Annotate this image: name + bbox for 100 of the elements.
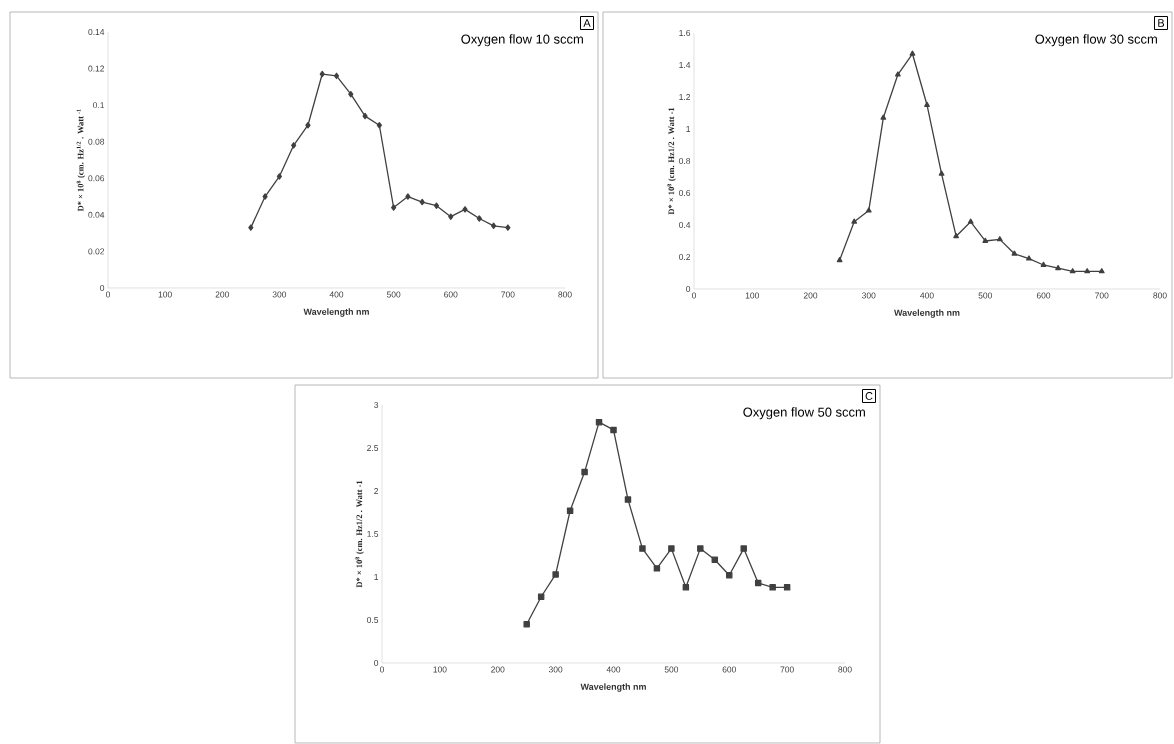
point xyxy=(938,170,945,176)
x-tick-label: 300 xyxy=(862,292,876,299)
x-tick-label: 200 xyxy=(491,666,505,673)
point xyxy=(769,584,776,591)
x-tick-label: 800 xyxy=(838,666,852,673)
chart-title: Oxygen flow 10 sccm xyxy=(461,34,583,47)
point xyxy=(419,198,425,206)
x-tick-label: 300 xyxy=(548,666,563,673)
point xyxy=(740,545,747,552)
point xyxy=(953,232,960,239)
y-tick-label: 2 xyxy=(374,488,379,494)
point xyxy=(319,70,325,78)
x-tick-label: 400 xyxy=(920,292,934,299)
point xyxy=(476,215,482,222)
point xyxy=(391,204,397,211)
point xyxy=(333,72,340,80)
y-tick-label: 1.5 xyxy=(367,531,379,537)
x-tick-label: 700 xyxy=(501,291,515,298)
chart-title: Oxygen flow 30 sccm xyxy=(1035,34,1157,47)
point xyxy=(248,224,254,231)
text: C xyxy=(865,392,873,400)
x-axis-title: Wavelength nm xyxy=(894,309,960,318)
y-tick-label: 1.4 xyxy=(679,62,691,68)
point xyxy=(1098,268,1105,274)
point xyxy=(537,593,545,600)
x-tick-label: 200 xyxy=(215,291,229,298)
point xyxy=(405,193,411,200)
x-tick-label: 700 xyxy=(1095,292,1109,299)
point xyxy=(491,222,497,230)
y-tick-label: 0 xyxy=(100,284,105,291)
y-tick-label: 0.8 xyxy=(679,157,691,164)
x-tick-label: 100 xyxy=(158,291,172,298)
point xyxy=(668,545,675,552)
point xyxy=(894,71,901,77)
x-axis-title: Wavelength nm xyxy=(580,683,646,692)
y-tick-label: 0.06 xyxy=(88,175,105,182)
x-tick-label: 100 xyxy=(745,292,759,299)
point xyxy=(865,207,872,213)
x-tick-label: 0 xyxy=(691,292,697,299)
point xyxy=(505,224,511,231)
x-tick-label: 600 xyxy=(444,291,458,298)
point xyxy=(348,90,354,98)
x-tick-label: 500 xyxy=(664,666,679,673)
y-tick-label: 0 xyxy=(374,659,379,666)
y-axis-title: D* × 10$^{8}$ (cm. Hz1/2 . Watt -1 xyxy=(667,107,676,215)
y-tick-label: 0 xyxy=(686,285,691,292)
y-axis-title: D* × 10$^{8}$ (cm. Hz$^{1/2}$ . Watt $^{-1}$ xyxy=(76,109,86,212)
point xyxy=(462,206,468,213)
text: B xyxy=(1158,19,1165,27)
point xyxy=(566,507,574,515)
y-tick-label: 2.5 xyxy=(367,444,379,451)
y-tick-label: 0.1 xyxy=(93,102,105,109)
y-axis-title: D* × 10$^{8}$ (cm. Hz1/2 . Watt -1 xyxy=(355,480,364,588)
point xyxy=(754,579,762,587)
point xyxy=(624,496,632,503)
y-tick-label: 1.2 xyxy=(679,94,691,100)
x-tick-label: 800 xyxy=(1153,292,1167,299)
point xyxy=(305,122,311,129)
text: A xyxy=(583,19,591,27)
point xyxy=(1055,264,1061,271)
y-tick-label: 0.2 xyxy=(679,253,691,260)
x-tick-label: 800 xyxy=(558,291,572,298)
point xyxy=(376,122,382,129)
x-tick-label: 600 xyxy=(1036,292,1051,299)
y-tick-label: 0.4 xyxy=(679,221,691,228)
point xyxy=(1084,268,1091,274)
point xyxy=(783,584,791,591)
point xyxy=(581,468,588,476)
point xyxy=(610,426,617,434)
chart-title: Oxygen flow 50 sccm xyxy=(743,407,865,420)
x-tick-label: 500 xyxy=(386,291,401,298)
x-tick-label: 400 xyxy=(329,291,344,298)
point xyxy=(1026,255,1032,261)
y-tick-label: 0.08 xyxy=(88,138,105,145)
point xyxy=(996,236,1003,242)
x-tick-label: 600 xyxy=(722,666,736,673)
point xyxy=(909,50,916,56)
point xyxy=(433,202,440,209)
y-tick-label: 0.6 xyxy=(679,189,691,196)
point xyxy=(448,213,454,220)
x-tick-label: 200 xyxy=(803,292,818,299)
point xyxy=(880,114,887,120)
x-tick-label: 300 xyxy=(272,291,287,298)
y-tick-label: 0.12 xyxy=(88,65,105,72)
point xyxy=(726,572,733,579)
x-tick-label: 500 xyxy=(978,292,992,299)
point xyxy=(291,142,297,149)
y-tick-label: 1.6 xyxy=(679,29,691,36)
point xyxy=(1069,268,1076,274)
point xyxy=(967,218,974,224)
x-tick-label: 100 xyxy=(433,666,447,673)
point xyxy=(982,237,989,243)
y-tick-label: 0.14 xyxy=(88,28,105,35)
point xyxy=(697,545,704,552)
y-tick-label: 0.04 xyxy=(88,211,105,218)
y-tick-label: 3 xyxy=(374,401,379,408)
point xyxy=(552,571,559,578)
x-tick-label: 400 xyxy=(606,666,621,673)
point xyxy=(653,565,661,572)
point xyxy=(1040,261,1047,267)
